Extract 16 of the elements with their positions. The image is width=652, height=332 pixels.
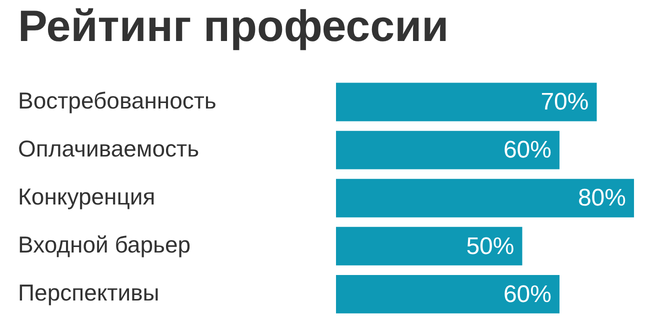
data-label: 60% (503, 136, 552, 164)
data-label: 50% (466, 232, 514, 260)
y-tick-label: Востребованность (18, 87, 216, 114)
data-label: 80% (578, 184, 626, 212)
bar (336, 274, 560, 314)
bar (336, 178, 634, 218)
y-tick-label: Оплачиваемость (18, 135, 200, 162)
y-tick-label: Конкуренция (18, 183, 156, 210)
y-tick-label: Входной барьер (18, 231, 191, 258)
data-label: 60% (503, 280, 552, 308)
bar (336, 226, 522, 266)
bar (336, 130, 560, 170)
bar (336, 82, 597, 122)
data-label: 70% (540, 88, 589, 116)
y-tick-label: Перспективы (18, 280, 160, 306)
chart-title: Рейтинг профессии (18, 2, 449, 52)
